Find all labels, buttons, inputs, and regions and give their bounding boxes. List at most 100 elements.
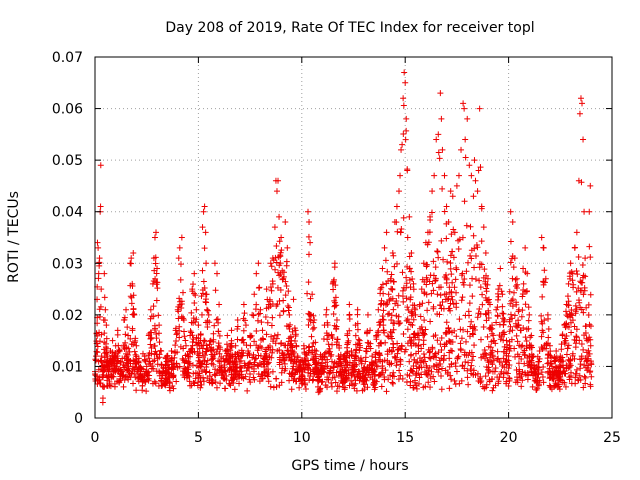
data-point: [468, 318, 475, 325]
data-point: [124, 374, 131, 381]
data-point: [206, 319, 213, 326]
data-point: [375, 342, 382, 349]
data-point: [507, 238, 514, 245]
data-point: [236, 358, 243, 365]
data-point: [444, 258, 451, 265]
data-point: [575, 177, 582, 184]
data-point: [585, 301, 592, 308]
data-point: [389, 335, 396, 342]
data-point: [553, 347, 560, 354]
data-point: [378, 284, 385, 291]
data-point: [407, 339, 414, 346]
data-point: [485, 359, 492, 366]
data-point: [267, 260, 274, 267]
data-point: [482, 249, 489, 256]
data-point: [518, 383, 525, 390]
data-point: [95, 366, 102, 373]
data-point: [379, 358, 386, 365]
data-point: [122, 331, 129, 338]
data-point: [299, 372, 306, 379]
data-point: [168, 347, 175, 354]
y-tick-label: 0.03: [52, 256, 83, 272]
data-point: [458, 335, 465, 342]
data-point: [154, 265, 161, 272]
data-point: [324, 376, 331, 383]
data-point: [310, 339, 317, 346]
data-point: [286, 377, 293, 384]
data-point: [530, 362, 537, 369]
data-point: [308, 333, 315, 340]
data-point: [516, 342, 523, 349]
data-point: [182, 370, 189, 377]
data-point: [258, 319, 265, 326]
data-point: [470, 193, 477, 200]
data-point: [497, 265, 504, 272]
data-point: [459, 294, 466, 301]
data-point: [465, 359, 472, 366]
data-point: [234, 350, 241, 357]
data-point: [255, 260, 262, 267]
data-point: [336, 355, 343, 362]
data-point: [288, 351, 295, 358]
data-point: [468, 255, 475, 262]
data-point: [262, 314, 269, 320]
data-point: [170, 374, 177, 381]
data-point: [449, 348, 456, 355]
data-point: [135, 378, 142, 385]
data-point: [539, 327, 546, 334]
data-point: [409, 302, 416, 309]
data-point: [213, 384, 220, 391]
data-point: [236, 373, 243, 380]
data-point: [216, 332, 223, 339]
data-point: [305, 321, 312, 328]
data-point: [478, 203, 485, 210]
data-point: [564, 345, 571, 352]
data-point: [514, 338, 521, 345]
data-point: [190, 336, 197, 343]
data-point: [333, 317, 340, 324]
data-point: [149, 280, 156, 287]
data-point: [150, 303, 157, 310]
data-point: [373, 362, 380, 369]
data-point: [378, 339, 385, 346]
data-point: [452, 381, 459, 388]
data-point: [111, 353, 118, 360]
data-point: [354, 374, 361, 381]
data-point: [98, 286, 105, 293]
data-point: [441, 343, 448, 350]
data-point: [486, 301, 493, 308]
data-point: [399, 287, 406, 294]
data-point: [309, 343, 316, 350]
data-point: [173, 338, 180, 345]
data-point: [561, 322, 568, 329]
data-point: [215, 342, 222, 349]
data-point: [470, 331, 477, 338]
data-point: [102, 340, 109, 347]
data-point: [361, 386, 368, 393]
data-point: [471, 157, 478, 164]
data-point: [106, 365, 113, 372]
data-point: [171, 354, 178, 361]
data-point: [289, 348, 296, 355]
data-point: [400, 298, 407, 305]
data-point: [489, 353, 496, 360]
data-point: [334, 383, 341, 390]
data-point: [395, 376, 402, 383]
data-point: [467, 366, 474, 373]
data-point: [123, 306, 130, 313]
data-point: [161, 381, 168, 388]
data-point: [546, 382, 553, 389]
data-point: [331, 276, 338, 283]
data-point: [293, 366, 300, 373]
data-point: [343, 354, 350, 361]
data-point: [153, 368, 160, 375]
data-point: [113, 363, 120, 370]
data-point: [447, 300, 454, 307]
data-point: [298, 378, 305, 385]
data-point: [281, 360, 288, 367]
data-point: [203, 348, 210, 355]
data-point: [520, 280, 527, 287]
data-point: [422, 358, 429, 365]
data-point: [141, 353, 148, 360]
y-tick-label: 0.06: [52, 102, 83, 118]
